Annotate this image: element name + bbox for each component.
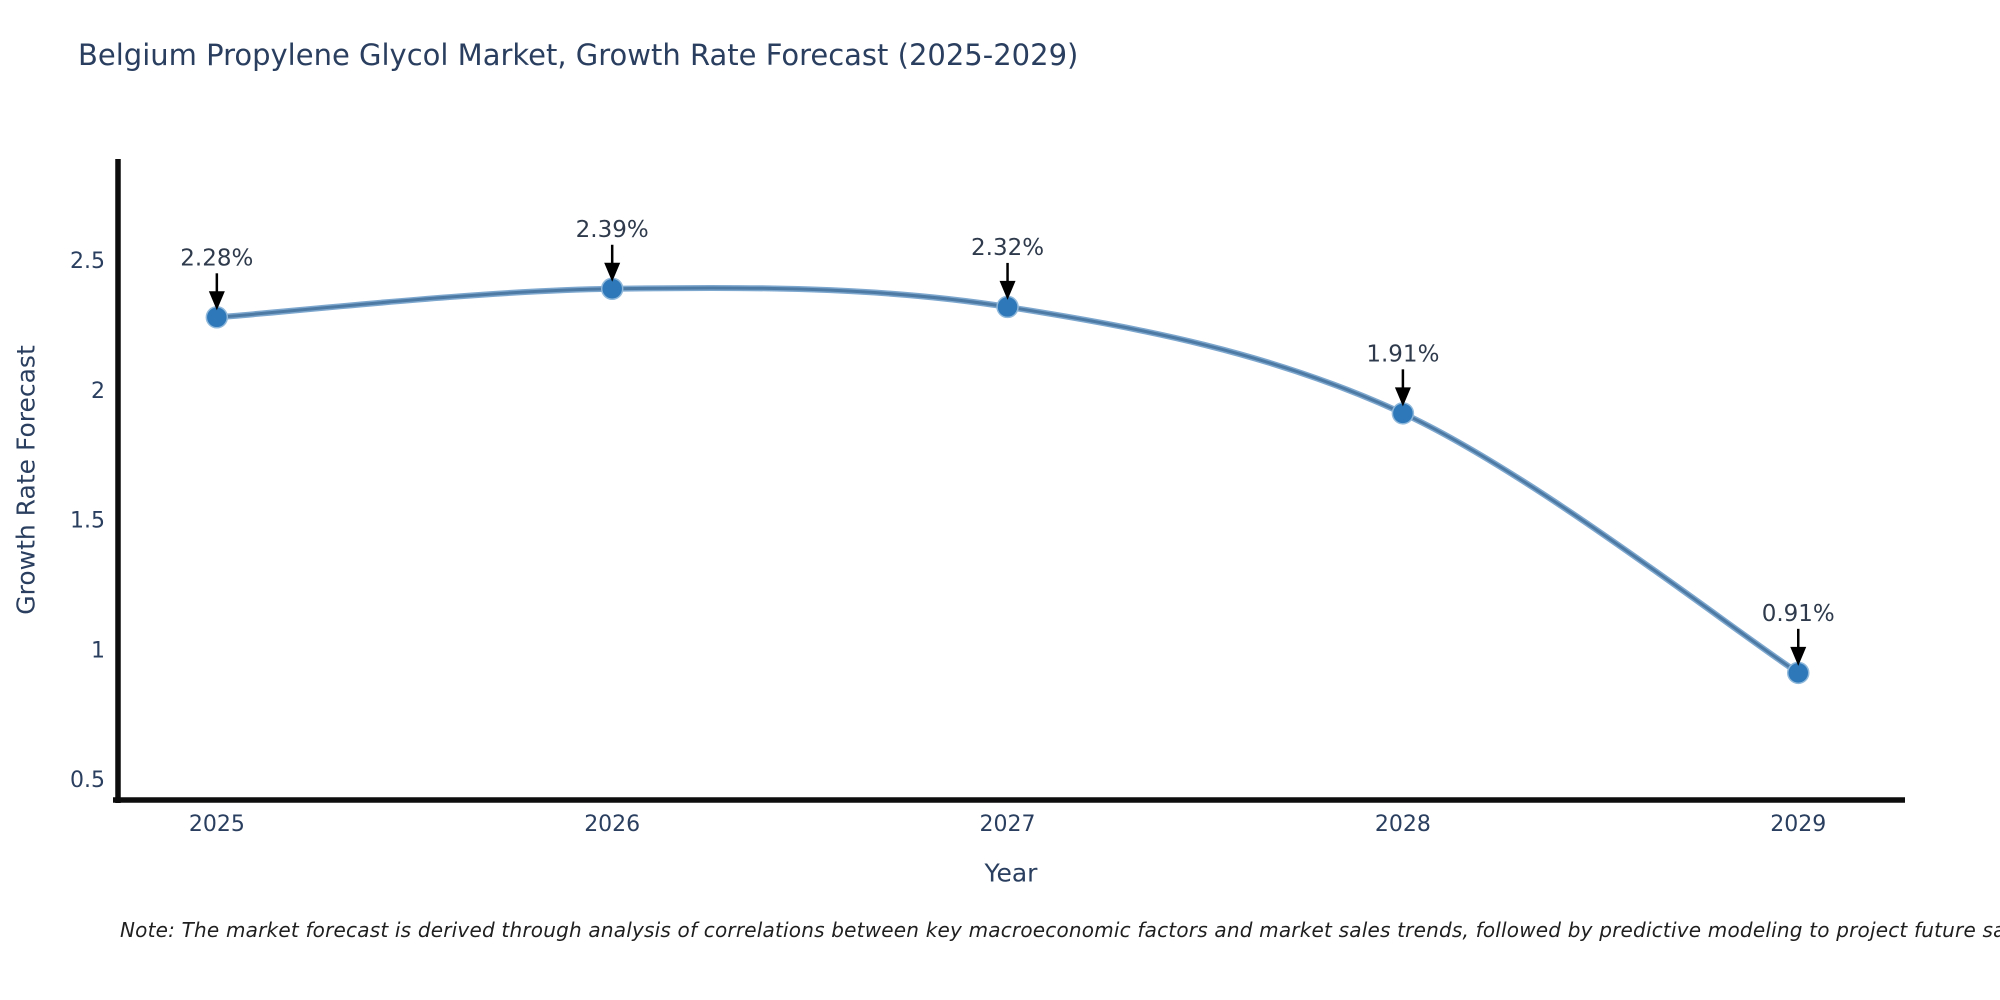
footnote-text: Note: The market forecast is derived thr… <box>120 918 2000 942</box>
x-tick-label: 2027 <box>980 812 1036 837</box>
annotation-arrowhead <box>999 280 1016 300</box>
x-tick-label: 2026 <box>584 812 640 837</box>
annotation-arrowhead <box>1790 646 1807 666</box>
y-tick-label: 2.5 <box>70 249 105 274</box>
data-point-label: 2.28% <box>180 245 253 271</box>
y-axis-title: Growth Rate Forecast <box>11 345 41 615</box>
data-point-label: 2.39% <box>576 217 649 243</box>
x-tick-label: 2028 <box>1375 812 1431 837</box>
x-axis-title: Year <box>984 858 1038 888</box>
y-tick-label: 2 <box>91 379 105 404</box>
y-tick-label: 1 <box>91 638 105 663</box>
y-tick-label: 0.5 <box>70 768 105 793</box>
data-point-label: 2.32% <box>971 235 1044 261</box>
annotation-arrowhead <box>604 262 621 282</box>
x-tick-label: 2029 <box>1770 812 1826 837</box>
annotation-arrowhead <box>1394 387 1411 407</box>
chart-title: Belgium Propylene Glycol Market, Growth … <box>78 38 1079 72</box>
annotation-arrowhead <box>208 291 225 311</box>
data-point-label: 1.91% <box>1366 341 1439 367</box>
data-point-label: 0.91% <box>1762 601 1835 627</box>
forecast-line <box>215 286 1800 675</box>
x-tick-label: 2025 <box>189 812 245 837</box>
forecast-line-outer <box>213 284 1802 676</box>
y-tick-label: 1.5 <box>70 509 105 534</box>
